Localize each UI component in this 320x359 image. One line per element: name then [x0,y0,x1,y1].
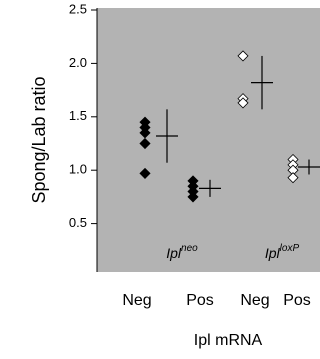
data-point [237,50,249,62]
x-tick-label: Neg [122,292,151,309]
group-label-sup: loxP [280,243,300,254]
data-point [187,191,199,203]
group-label-base: Ipl [166,245,182,261]
x-axis-label: Ipl mRNA [194,332,263,349]
plot-area [97,8,320,272]
y-axis-label: Spong/Lab ratio [29,76,49,203]
y-tick-label: 2.0 [69,55,87,70]
data-point [237,97,249,109]
y-tick-label: 1.5 [69,108,87,123]
group-label: IplloxP [265,243,300,261]
data-point [139,167,151,179]
group-label-base: Ipl [265,245,281,261]
group-label: Iplneo [166,243,198,261]
x-tick-label: Pos [283,292,311,309]
data-point [139,137,151,150]
data-point [139,127,151,139]
data-point [287,172,299,184]
y-tick-label: 1.0 [69,162,87,177]
y-tick-label: 0.5 [69,215,87,230]
y-tick-label: 2.5 [69,1,87,16]
group-label-sup: neo [181,243,198,254]
x-tick-label: Neg [240,292,269,309]
x-tick-label: Pos [186,292,214,309]
